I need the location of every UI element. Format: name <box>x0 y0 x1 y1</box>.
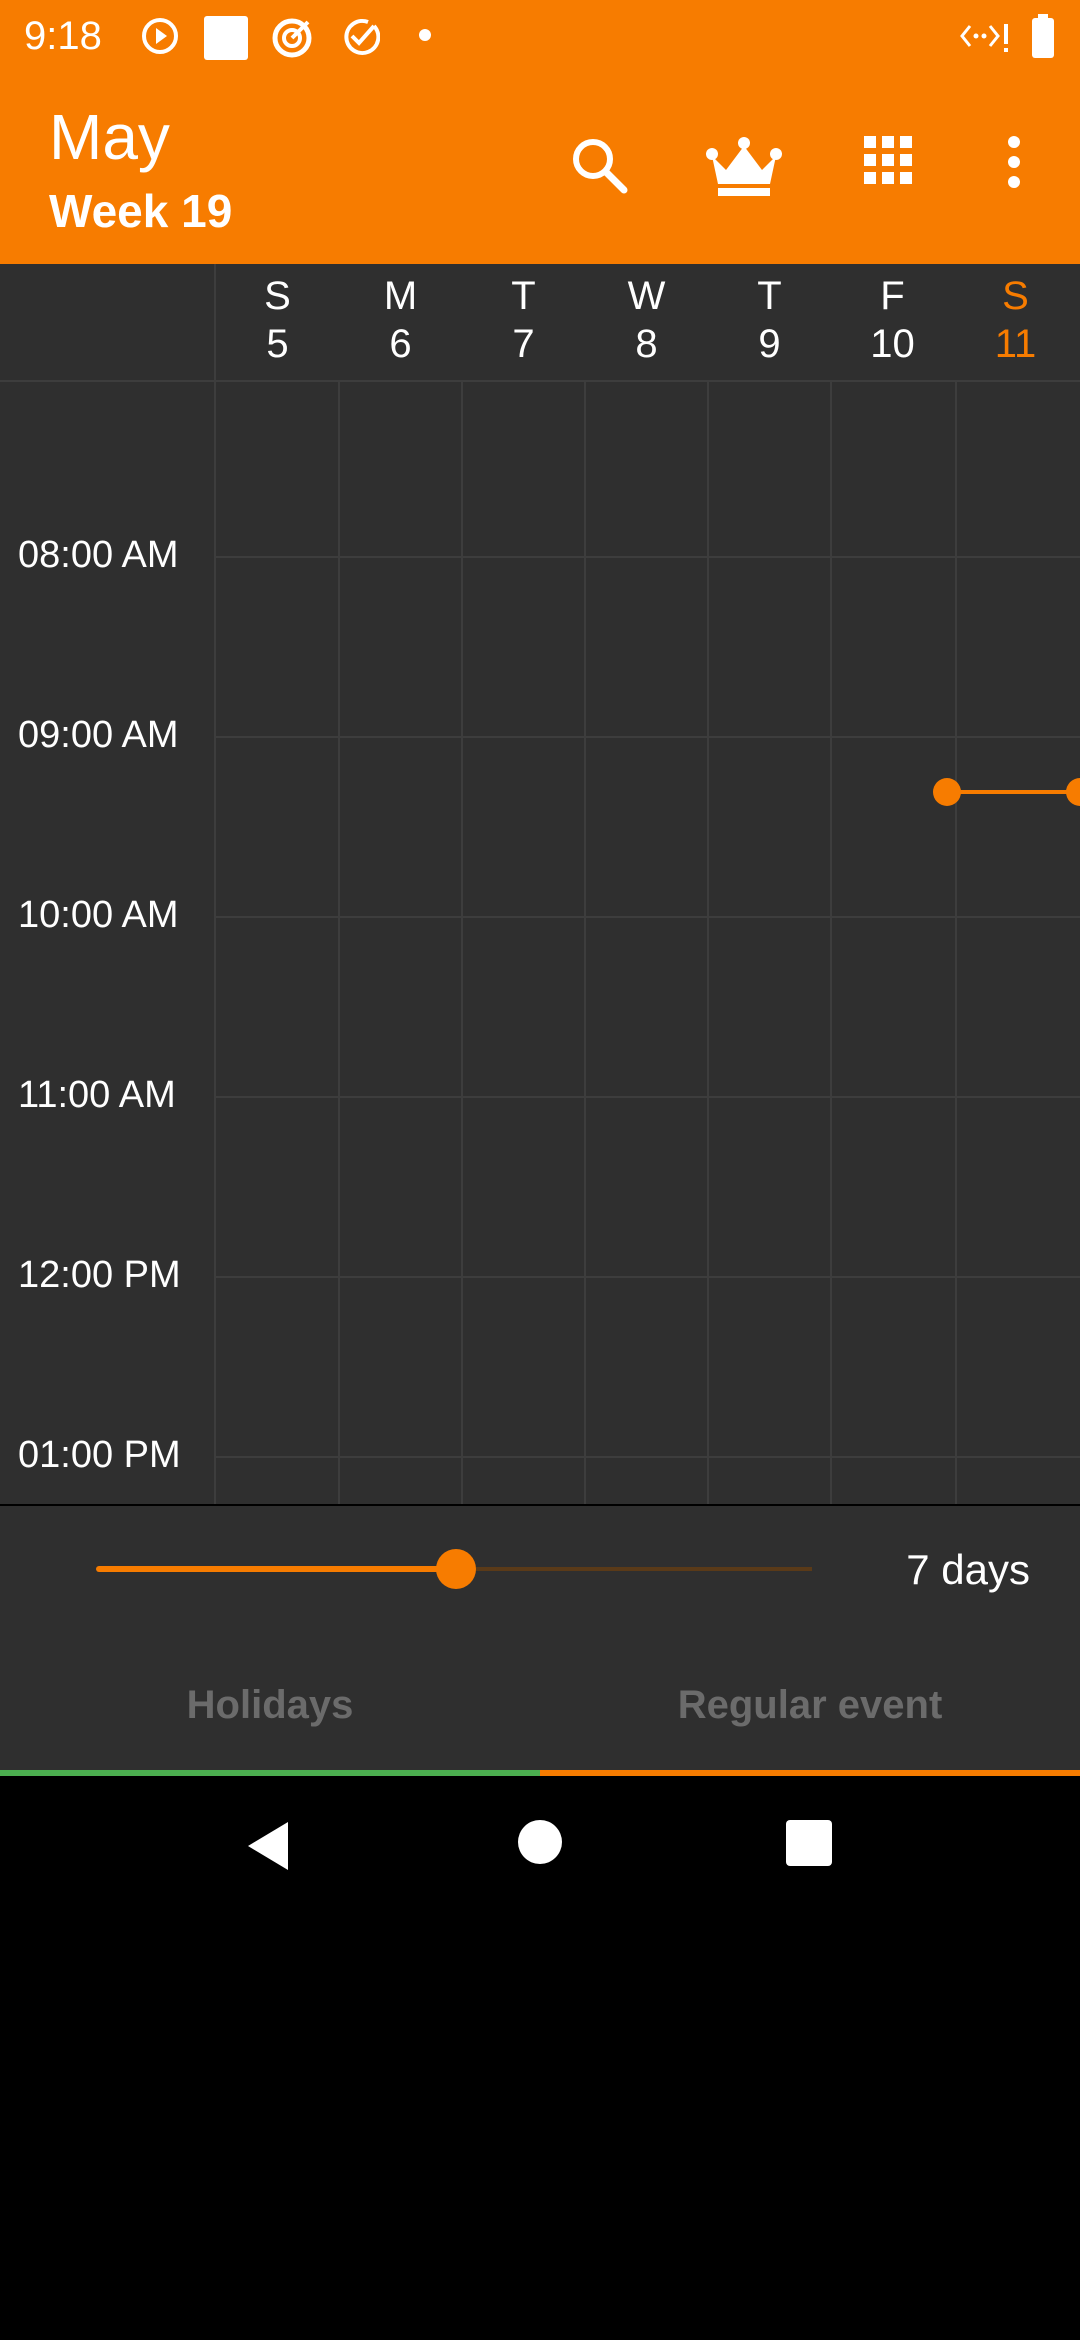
status-time: 9:18 <box>24 14 102 58</box>
crown-icon[interactable] <box>706 134 782 198</box>
time-label: 01:00 PM <box>18 1434 181 1476</box>
time-label: 11:00 AM <box>18 1074 176 1116</box>
days-slider-area: 7 days <box>0 1506 1080 1646</box>
day-header: S 5 M 6 T 7 W 8 T 9 F 10 S 11 <box>0 264 1080 382</box>
tab-regular-event[interactable]: Regular event <box>540 1646 1080 1776</box>
day-number: 7 <box>512 322 535 366</box>
time-label: 09:00 AM <box>18 714 179 756</box>
network-icon <box>960 24 1008 52</box>
day-gridline <box>955 382 957 1504</box>
check-circle-icon <box>344 18 380 55</box>
hour-gridline <box>216 736 1080 738</box>
day-letter: F <box>880 274 905 318</box>
day-number: 8 <box>635 322 658 366</box>
time-column: 08:00 AM 09:00 AM 10:00 AM 11:00 AM 12:0… <box>0 382 216 1504</box>
slider-track-inactive[interactable] <box>456 1567 812 1571</box>
status-bar: 9:18 <box>0 0 1080 72</box>
tab-label: Regular event <box>677 1683 943 1727</box>
week-subtitle: Week 19 <box>49 185 233 237</box>
event-type-tabs: Holidays Regular event <box>0 1646 1080 1776</box>
day-number: 9 <box>758 322 781 366</box>
day-gridline <box>338 382 340 1504</box>
day-number: 5 <box>266 322 289 366</box>
day-letter: W <box>627 274 666 318</box>
hour-gridline <box>216 916 1080 918</box>
day-letter: M <box>383 274 418 318</box>
play-circle-icon <box>142 18 178 54</box>
day-number: 11 <box>994 322 1037 366</box>
day-column-header[interactable]: T 7 <box>462 264 585 382</box>
search-icon[interactable] <box>568 134 632 198</box>
day-gridline <box>461 382 463 1504</box>
day-number: 6 <box>389 322 412 366</box>
day-gridline <box>707 382 709 1504</box>
home-icon[interactable] <box>518 1820 562 1864</box>
tab-label: Holidays <box>186 1683 354 1727</box>
tab-indicator <box>540 1770 1080 1776</box>
back-icon[interactable] <box>244 1820 292 1872</box>
time-label: 08:00 AM <box>18 534 179 576</box>
day-column-header[interactable]: F 10 <box>831 264 954 382</box>
day-column-header-today[interactable]: S 11 <box>954 264 1077 382</box>
days-count-label: 7 days <box>906 1546 1030 1593</box>
slider-track-active[interactable] <box>96 1566 456 1572</box>
day-column-header[interactable]: W 8 <box>585 264 708 382</box>
month-title: May <box>49 101 170 173</box>
time-label: 10:00 AM <box>18 894 179 936</box>
day-letter: S <box>1002 274 1029 318</box>
battery-icon <box>1032 14 1054 58</box>
tab-holidays[interactable]: Holidays <box>0 1646 540 1776</box>
day-letter: T <box>511 274 536 318</box>
day-gridline <box>584 382 586 1504</box>
dot-icon <box>419 29 431 41</box>
day-column-header[interactable]: M 6 <box>339 264 462 382</box>
slider-thumb[interactable] <box>436 1549 476 1589</box>
hour-gridline <box>216 1456 1080 1458</box>
time-label: 12:00 PM <box>18 1254 181 1296</box>
apps-grid-icon[interactable] <box>862 134 914 186</box>
current-time-line <box>946 790 1080 794</box>
week-grid[interactable]: 08:00 AM 09:00 AM 10:00 AM 11:00 AM 12:0… <box>0 382 1080 1504</box>
hour-gridline <box>216 1096 1080 1098</box>
recents-icon[interactable] <box>786 1820 832 1866</box>
system-nav-bar <box>0 1776 1080 1916</box>
more-vert-icon[interactable] <box>1004 134 1024 190</box>
day-column-header[interactable]: T 9 <box>708 264 831 382</box>
square-icon <box>204 16 248 60</box>
tab-indicator <box>0 1770 540 1776</box>
hour-gridline <box>216 556 1080 558</box>
app-bar: May Week 19 <box>0 72 1080 264</box>
day-header-corner <box>0 264 216 382</box>
day-number: 10 <box>870 322 915 366</box>
current-time-dot <box>1066 778 1080 806</box>
day-letter: S <box>264 274 291 318</box>
day-gridline <box>830 382 832 1504</box>
day-column-header[interactable]: S 5 <box>216 264 339 382</box>
current-time-dot <box>933 778 961 806</box>
hour-gridline <box>216 1276 1080 1278</box>
target-icon <box>272 18 312 58</box>
day-letter: T <box>757 274 782 318</box>
